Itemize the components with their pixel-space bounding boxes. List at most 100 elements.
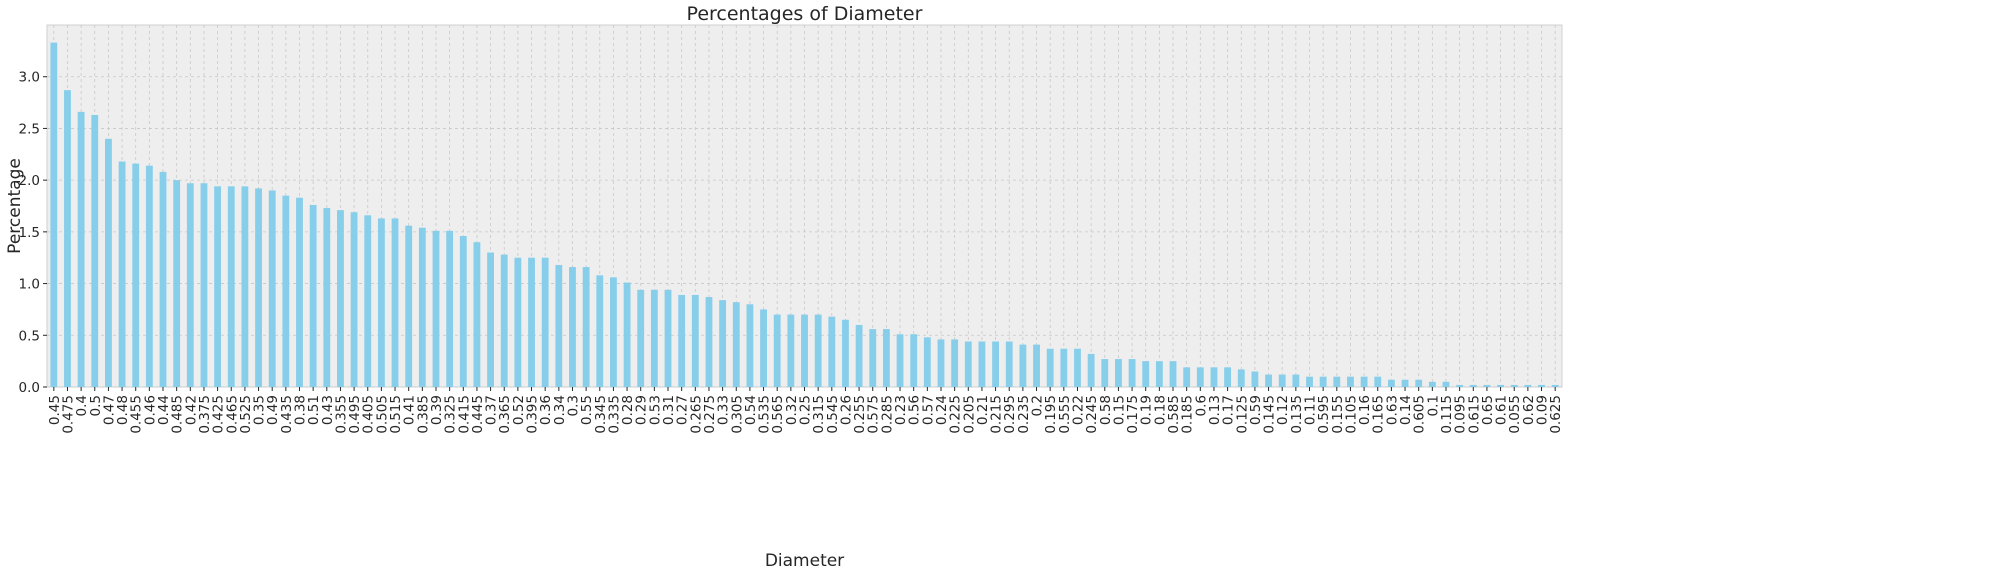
x-tick-label: 0.525 bbox=[238, 395, 254, 434]
x-tick-label: 0.19 bbox=[1139, 395, 1155, 425]
bar bbox=[337, 210, 344, 387]
x-tick-label: 0.205 bbox=[961, 395, 977, 434]
bar bbox=[132, 163, 140, 387]
bar bbox=[446, 230, 454, 387]
x-tick-label: 0.39 bbox=[429, 395, 445, 425]
bar bbox=[1183, 367, 1191, 387]
x-tick-label: 0.54 bbox=[743, 395, 759, 425]
x-tick-label: 0.42 bbox=[183, 395, 199, 425]
x-tick-label: 0.38 bbox=[293, 395, 309, 425]
x-tick-label: 0.35 bbox=[252, 395, 268, 425]
x-tick-label: 0.485 bbox=[170, 395, 186, 434]
bar bbox=[268, 190, 276, 387]
x-axis-ticks: 0.450.4750.40.50.470.480.4550.460.440.48… bbox=[47, 387, 1564, 434]
bar bbox=[732, 302, 740, 387]
bar bbox=[405, 225, 413, 387]
x-tick-label: 0.055 bbox=[1507, 395, 1523, 434]
x-tick-label: 0.32 bbox=[784, 395, 800, 425]
bar bbox=[623, 282, 631, 387]
bar bbox=[255, 188, 262, 387]
y-axis-ticks: 0.0 0.5 1.0 1.5 2.0 2.5 3.0 bbox=[19, 70, 47, 396]
x-tick-label: 0.115 bbox=[1439, 395, 1455, 434]
x-tick-label: 0.48 bbox=[115, 395, 131, 425]
bar bbox=[1387, 379, 1395, 387]
x-tick-label: 0.24 bbox=[934, 395, 950, 425]
x-tick-label: 0.155 bbox=[1330, 395, 1346, 434]
x-tick-label: 0.21 bbox=[975, 395, 991, 425]
bar bbox=[50, 42, 58, 387]
x-tick-label: 0.28 bbox=[620, 395, 636, 425]
x-tick-label: 0.305 bbox=[729, 395, 745, 434]
x-tick-label: 0.14 bbox=[1398, 395, 1414, 425]
bar bbox=[1306, 376, 1313, 387]
bar bbox=[1347, 376, 1354, 387]
bar bbox=[801, 314, 808, 387]
x-tick-label: 0.385 bbox=[415, 395, 431, 434]
x-tick-label: 0.455 bbox=[129, 395, 145, 434]
bar bbox=[1456, 384, 1464, 387]
x-tick-label: 0.365 bbox=[497, 395, 513, 434]
bar bbox=[869, 329, 877, 387]
bar bbox=[1060, 348, 1068, 387]
bar bbox=[978, 341, 986, 387]
bar bbox=[650, 289, 658, 387]
x-tick-label: 0.545 bbox=[825, 395, 841, 434]
x-tick-label: 0.215 bbox=[989, 395, 1005, 434]
x-tick-label: 0.25 bbox=[798, 395, 814, 425]
x-tick-label: 0.565 bbox=[770, 395, 786, 434]
bar bbox=[910, 334, 918, 387]
bar bbox=[719, 300, 727, 387]
bar bbox=[1551, 384, 1559, 387]
x-tick-label: 0.13 bbox=[1207, 395, 1223, 425]
bar bbox=[760, 309, 767, 387]
bar bbox=[1538, 384, 1545, 387]
x-tick-label: 0.65 bbox=[1480, 395, 1496, 425]
bar bbox=[1524, 384, 1532, 387]
x-tick-label: 0.185 bbox=[1180, 395, 1196, 434]
x-tick-label: 0.36 bbox=[538, 395, 554, 425]
bar bbox=[855, 324, 863, 387]
bar bbox=[1401, 379, 1409, 387]
x-tick-label: 0.46 bbox=[142, 395, 158, 425]
bar bbox=[473, 242, 481, 387]
bar bbox=[159, 171, 167, 387]
bar bbox=[1128, 359, 1136, 387]
bar bbox=[1196, 367, 1204, 387]
x-tick-label: 0.51 bbox=[306, 395, 322, 425]
x-tick-label: 0.37 bbox=[484, 395, 500, 425]
x-tick-label: 0.09 bbox=[1535, 395, 1551, 425]
bar bbox=[1210, 367, 1218, 387]
bar bbox=[514, 257, 522, 387]
bar bbox=[1087, 353, 1095, 387]
x-tick-label: 0.145 bbox=[1262, 395, 1278, 434]
x-tick-label: 0.395 bbox=[525, 395, 541, 434]
x-tick-label: 0.33 bbox=[716, 395, 732, 425]
y-tick-label: 0.0 bbox=[19, 380, 40, 396]
bar bbox=[1115, 359, 1122, 387]
bar bbox=[1033, 344, 1040, 387]
x-tick-label: 0.515 bbox=[388, 395, 404, 434]
x-tick-label: 0.315 bbox=[811, 395, 827, 434]
x-tick-label: 0.27 bbox=[675, 395, 691, 425]
y-tick-label: 2.0 bbox=[19, 173, 40, 189]
bar bbox=[1442, 381, 1450, 387]
x-tick-label: 0.255 bbox=[852, 395, 868, 434]
bar bbox=[459, 235, 467, 387]
x-tick-label: 0.47 bbox=[101, 395, 117, 425]
bar bbox=[1278, 374, 1286, 387]
x-tick-label: 0.245 bbox=[1084, 395, 1100, 434]
x-tick-label: 0.375 bbox=[197, 395, 213, 434]
x-tick-label: 0.6 bbox=[1193, 395, 1209, 416]
x-tick-label: 0.43 bbox=[320, 395, 336, 425]
x-tick-label: 0.41 bbox=[402, 395, 418, 425]
x-tick-label: 0.275 bbox=[702, 395, 718, 434]
x-tick-label: 0.1 bbox=[1425, 395, 1441, 416]
bar bbox=[746, 304, 754, 387]
bar bbox=[391, 218, 399, 387]
bar bbox=[91, 114, 99, 388]
chart-title: Percentages of Diameter bbox=[687, 3, 923, 25]
y-tick-label: 1.5 bbox=[19, 225, 40, 241]
x-tick-label: 0.16 bbox=[1357, 395, 1373, 425]
x-tick-label: 0.595 bbox=[1316, 395, 1332, 434]
x-tick-label: 0.625 bbox=[1548, 395, 1564, 434]
